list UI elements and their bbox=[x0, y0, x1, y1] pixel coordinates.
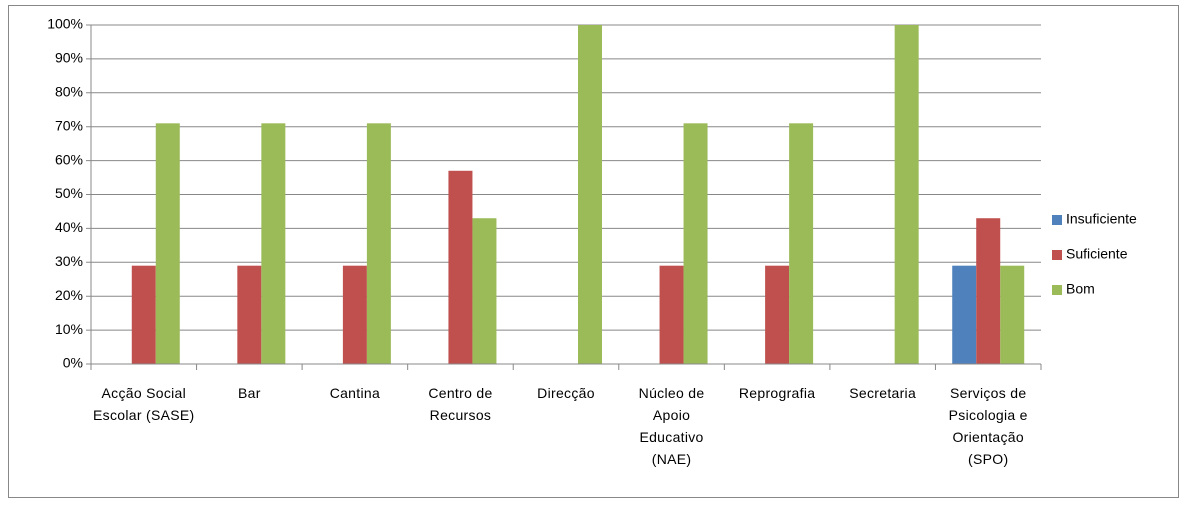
legend-swatch bbox=[1052, 215, 1062, 225]
bar bbox=[683, 123, 708, 364]
bar bbox=[472, 218, 497, 364]
legend-swatch bbox=[1052, 250, 1062, 260]
y-tick-label: 90% bbox=[55, 50, 83, 66]
y-tick-label: 50% bbox=[55, 185, 83, 201]
y-tick-label: 40% bbox=[55, 219, 83, 235]
bar bbox=[237, 265, 262, 364]
x-tick-label: Direcção bbox=[537, 385, 595, 401]
bar bbox=[155, 123, 180, 364]
y-tick-label: 100% bbox=[47, 16, 83, 32]
y-tick-label: 70% bbox=[55, 117, 83, 133]
y-tick-label: 30% bbox=[55, 253, 83, 269]
bar bbox=[789, 123, 814, 364]
bar bbox=[448, 170, 473, 364]
x-tick-label: Acção Social Escolar (SASE) bbox=[93, 385, 195, 423]
y-tick-label: 80% bbox=[55, 84, 83, 100]
bar bbox=[578, 25, 602, 364]
bar bbox=[1000, 265, 1025, 364]
bar bbox=[765, 265, 790, 364]
bar bbox=[366, 123, 391, 364]
y-tick-label: 0% bbox=[63, 355, 83, 371]
legend-label: Insuficiente bbox=[1066, 211, 1137, 227]
bar bbox=[976, 218, 1001, 364]
bar bbox=[131, 265, 156, 364]
bar bbox=[342, 265, 367, 364]
bar bbox=[261, 123, 286, 364]
y-tick-label: 60% bbox=[55, 151, 83, 167]
legend-swatch bbox=[1052, 285, 1062, 295]
x-tick-label: Serviços de Psicologia e Orientação (SPO… bbox=[948, 385, 1028, 467]
bar bbox=[952, 265, 977, 364]
bar bbox=[894, 25, 919, 364]
legend-label: Bom bbox=[1066, 281, 1095, 297]
x-tick-label: Secretaria bbox=[849, 385, 917, 401]
y-tick-label: 10% bbox=[55, 321, 83, 337]
x-tick-label: Núcleo de Apoio Educativo (NAE) bbox=[638, 385, 705, 467]
y-tick-label: 20% bbox=[55, 287, 83, 303]
x-tick-label: Reprografia bbox=[738, 385, 816, 401]
x-tick-label: Bar bbox=[237, 385, 261, 401]
bar bbox=[659, 265, 684, 364]
x-tick-label: Cantina bbox=[329, 385, 381, 401]
legend-label: Suficiente bbox=[1066, 246, 1128, 262]
x-tick-label: Centro de Recursos bbox=[428, 385, 493, 423]
